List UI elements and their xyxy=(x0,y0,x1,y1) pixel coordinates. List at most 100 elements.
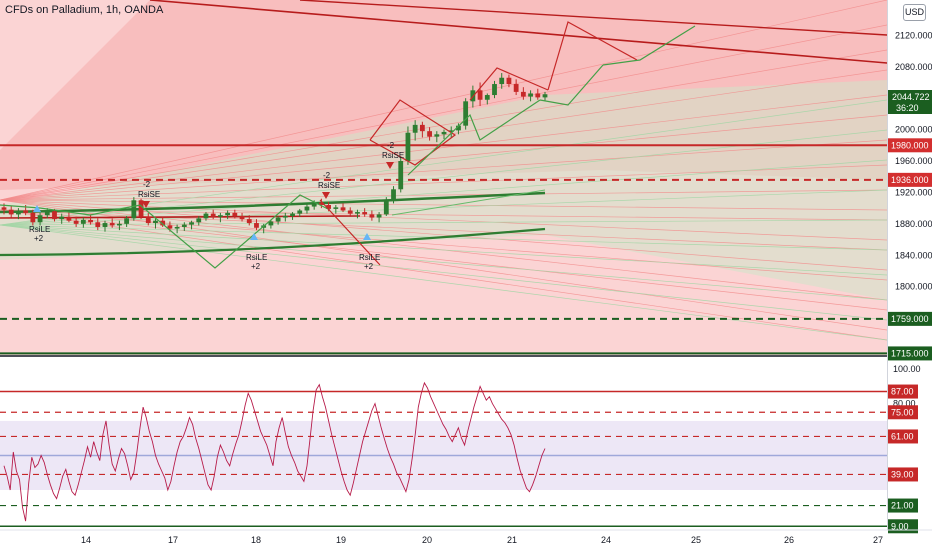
candle-body xyxy=(203,213,209,219)
candle-body xyxy=(160,220,166,226)
candle-body xyxy=(318,202,324,205)
projection-green-3 xyxy=(602,25,696,66)
candle-body xyxy=(30,212,36,223)
fan-green-line xyxy=(0,224,887,341)
fan-green-line xyxy=(0,224,887,321)
candle-body xyxy=(542,94,548,98)
level-label-box xyxy=(888,138,932,153)
fan-red-line xyxy=(0,209,887,341)
candle-body xyxy=(520,91,526,97)
rsi-tick-label: 80.00 xyxy=(893,399,916,409)
resistance-trendline xyxy=(149,0,887,64)
signal-count: +2 xyxy=(364,262,374,271)
signal-arrow-up xyxy=(33,205,41,212)
x-tick-label: 24 xyxy=(601,535,611,545)
candle-body xyxy=(268,221,274,226)
rsi-level-box xyxy=(888,429,918,444)
rsi-level-text: 21.00 xyxy=(891,501,914,511)
fan-red-line xyxy=(0,69,887,201)
candle-body xyxy=(376,214,382,218)
green-wedge xyxy=(0,80,887,300)
projection-red-arrow xyxy=(547,21,638,91)
projection-red-small xyxy=(469,67,549,101)
candle-body xyxy=(196,218,202,223)
signal-arrow-down xyxy=(142,201,150,208)
candle-body xyxy=(463,101,469,126)
signal-label: RsiSE xyxy=(318,181,340,190)
candle-body xyxy=(59,216,65,220)
candle-body xyxy=(419,124,425,132)
candle-body xyxy=(326,204,331,209)
fan-red-line xyxy=(0,199,887,241)
candle-body xyxy=(124,218,130,224)
x-tick-label: 14 xyxy=(81,535,91,545)
candle-body xyxy=(513,84,519,92)
candle-body xyxy=(254,223,259,228)
rsi-line xyxy=(3,381,546,522)
signal-arrow-up xyxy=(250,233,258,240)
signal-label: RsiSE xyxy=(382,151,404,160)
candle-body xyxy=(304,206,310,211)
symbol-title: CFDs on Palladium, 1h, OANDA xyxy=(5,4,164,16)
upper-channel-line xyxy=(299,0,887,36)
fan-red-line xyxy=(0,139,887,201)
green-sub-line xyxy=(391,189,546,216)
zigzag-red xyxy=(319,199,381,266)
fan-red-line xyxy=(0,114,887,201)
candle-body xyxy=(275,217,281,222)
candle-body xyxy=(391,189,396,201)
level-label-box xyxy=(888,311,932,326)
signal-arrow-down xyxy=(386,162,394,169)
candle-body xyxy=(362,212,368,215)
signal-count: +2 xyxy=(251,262,261,271)
candle-body xyxy=(66,216,72,221)
candle-body xyxy=(218,215,223,217)
price-tick-label: 2080.000 xyxy=(895,62,932,72)
level-label-text: 1759.000 xyxy=(891,314,929,324)
rsi-tick-label: 100.00 xyxy=(893,364,921,374)
signal-count: -2 xyxy=(387,141,395,150)
candle-body xyxy=(174,226,180,229)
candle-body xyxy=(506,77,512,85)
candle-body xyxy=(340,207,346,211)
candle-body xyxy=(232,212,238,216)
fan-red-line xyxy=(0,49,887,201)
candle-body xyxy=(8,209,14,215)
price-tick-label: 1920.000 xyxy=(895,187,932,197)
candle-body xyxy=(189,222,194,225)
level-label-text: 1980.000 xyxy=(891,140,929,150)
candle-body xyxy=(1,207,7,210)
signal-label: RsiLE xyxy=(246,253,267,262)
fan-red-line xyxy=(0,189,887,201)
rsi-level-text: 39.00 xyxy=(891,469,914,479)
candle-body xyxy=(441,131,447,135)
signal-label: RsiLE xyxy=(29,225,50,234)
x-tick-label: 19 xyxy=(336,535,346,545)
price-tick-label: 2120.000 xyxy=(895,30,932,40)
candle-body xyxy=(290,213,295,216)
candle-body xyxy=(145,216,151,224)
candle-body xyxy=(427,131,432,137)
rsi-level-text: 9.00 xyxy=(891,521,909,531)
candle-body xyxy=(153,220,158,224)
level-label-box xyxy=(888,346,932,361)
candle-body xyxy=(333,207,339,209)
candle-body xyxy=(16,210,21,215)
rsi-level-box xyxy=(888,405,918,420)
signal-count: -2 xyxy=(323,171,331,180)
currency-button[interactable]: USD xyxy=(903,4,926,21)
current-price-value: 2044.722 xyxy=(892,92,930,102)
candle-body xyxy=(181,224,187,227)
candle-body xyxy=(398,161,404,190)
signal-count: +2 xyxy=(34,234,44,243)
signal-count: -2 xyxy=(143,180,151,189)
candle-body xyxy=(225,212,231,216)
projection-green-2 xyxy=(539,64,604,106)
x-tick-label: 26 xyxy=(784,535,794,545)
candle-body xyxy=(246,219,252,224)
candle-body xyxy=(23,210,29,213)
candle-body xyxy=(167,225,173,229)
